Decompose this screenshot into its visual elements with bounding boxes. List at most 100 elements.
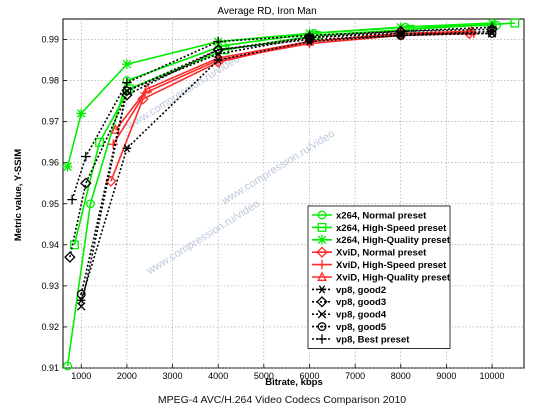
y-axis-label: Metric value, Y-SSIM bbox=[13, 149, 24, 241]
data-point bbox=[137, 93, 149, 105]
data-point bbox=[63, 361, 73, 371]
legend-marker bbox=[317, 222, 327, 232]
tick-labels: 1000 2000 3000 4000 5000 6000 7000 8000 9000 1000… bbox=[41, 35, 504, 381]
legend-marker bbox=[317, 235, 327, 245]
legend-label: XviD, High-Quality preset bbox=[336, 272, 451, 283]
y-tick-label: 0.95 bbox=[41, 199, 59, 209]
legend-item: XviD, Normal preset bbox=[312, 246, 427, 259]
legend-label: x264, High-Quality preset bbox=[336, 235, 451, 246]
series-layer bbox=[62, 18, 520, 371]
legend-item: vp8, good5 bbox=[312, 322, 387, 333]
legend-marker bbox=[317, 309, 327, 319]
series-line bbox=[80, 32, 493, 307]
legend-label: x264, Normal preset bbox=[336, 210, 427, 221]
legend: x264, Normal preset x264, High-Speed pres… bbox=[307, 205, 451, 349]
legend-item: x264, High-Speed preset bbox=[312, 223, 447, 234]
x-tick-label: 6000 bbox=[299, 371, 319, 381]
legend-item: XviD, High-Quality preset bbox=[312, 271, 451, 283]
plot-frame bbox=[62, 18, 525, 369]
marker-ring bbox=[317, 322, 327, 332]
legend-marker bbox=[317, 285, 327, 294]
x-tick-label: 9000 bbox=[436, 371, 456, 381]
data-point bbox=[110, 124, 121, 134]
data-point bbox=[122, 144, 132, 153]
legend-marker bbox=[317, 259, 327, 270]
data-point bbox=[85, 199, 95, 209]
legend-item: vp8, good3 bbox=[312, 296, 386, 308]
legend-label: vp8, good3 bbox=[336, 297, 386, 308]
data-point bbox=[62, 162, 73, 172]
marker-dot bbox=[80, 292, 83, 296]
legend-marker bbox=[317, 271, 327, 281]
y-tick-label: 0.91 bbox=[41, 363, 59, 373]
series-line bbox=[73, 22, 515, 246]
legend-item: XviD, High-Speed preset bbox=[312, 259, 447, 271]
data-point bbox=[76, 289, 86, 299]
y-tick-label: 0.98 bbox=[41, 76, 59, 86]
legend-item: x264, High-Quality preset bbox=[312, 235, 451, 246]
data-point bbox=[67, 194, 77, 205]
marker-dot bbox=[320, 325, 324, 328]
legend-item: vp8, good4 bbox=[312, 310, 387, 321]
data-point bbox=[142, 83, 153, 93]
y-tick-label: 0.93 bbox=[41, 281, 59, 291]
y-tick-label: 0.99 bbox=[41, 35, 59, 45]
legend-item: vp8, Best preset bbox=[312, 334, 410, 345]
data-point bbox=[64, 251, 76, 263]
legend-item: vp8, good2 bbox=[312, 285, 386, 296]
marker-dot bbox=[490, 32, 494, 35]
data-point bbox=[69, 240, 79, 250]
legend-label: vp8, good5 bbox=[336, 322, 387, 333]
legend-label: x264, High-Speed preset bbox=[336, 223, 447, 234]
x-tick-label: 8000 bbox=[391, 371, 411, 381]
series-line bbox=[80, 32, 493, 295]
data-point bbox=[95, 137, 104, 147]
legend-label: vp8, good2 bbox=[336, 285, 386, 296]
data-point bbox=[76, 108, 87, 119]
series-vp8-best-preset bbox=[67, 22, 497, 205]
x-tick-label: 1000 bbox=[71, 371, 91, 381]
marker-ring bbox=[76, 289, 86, 299]
chart-title: Average RD, Iron Man bbox=[217, 6, 316, 17]
footer-caption: MPEG-4 AVC/H.264 Video Codecs Comparison… bbox=[158, 394, 406, 406]
x-axis-label: Bitrate, kbps bbox=[265, 377, 323, 388]
data-point bbox=[304, 30, 315, 41]
legend-marker bbox=[317, 322, 327, 332]
x-tick-label: 4000 bbox=[208, 371, 228, 381]
data-point bbox=[487, 22, 497, 33]
legend-marker bbox=[317, 334, 327, 344]
data-point bbox=[213, 36, 223, 47]
data-point bbox=[510, 18, 520, 28]
data-point bbox=[213, 55, 223, 65]
series-line bbox=[114, 30, 472, 131]
data-point bbox=[466, 25, 477, 36]
x-tick-label: 7000 bbox=[345, 371, 365, 381]
data-point bbox=[122, 59, 132, 69]
x-tick-label: 2000 bbox=[117, 371, 137, 381]
x-tick-label: 3000 bbox=[163, 371, 183, 381]
data-point bbox=[81, 151, 91, 162]
series-line bbox=[80, 30, 493, 301]
plot-area bbox=[62, 18, 525, 369]
legend-label: vp8, Best preset bbox=[336, 334, 410, 345]
data-point bbox=[395, 26, 406, 37]
series-line bbox=[112, 32, 474, 145]
y-tick-label: 0.92 bbox=[41, 322, 59, 332]
data-point bbox=[122, 77, 132, 88]
legend-label: XviD, High-Speed preset bbox=[336, 260, 447, 271]
x-tick-label: 5000 bbox=[254, 371, 274, 381]
marker-dot bbox=[216, 48, 220, 51]
legend-item: x264, Normal preset bbox=[312, 210, 427, 221]
x-tick-label: 10000 bbox=[480, 371, 505, 381]
y-tick-label: 0.94 bbox=[41, 240, 59, 250]
legend-marker bbox=[316, 296, 328, 308]
legend-marker bbox=[317, 210, 327, 220]
data-point bbox=[80, 177, 92, 189]
data-point bbox=[76, 302, 86, 311]
marker-dot bbox=[125, 89, 129, 93]
legend-label: XviD, Normal preset bbox=[336, 248, 427, 259]
legend-label: vp8, good4 bbox=[336, 310, 387, 321]
y-tick-label: 0.97 bbox=[41, 117, 59, 127]
y-tick-label: 0.96 bbox=[41, 158, 59, 168]
